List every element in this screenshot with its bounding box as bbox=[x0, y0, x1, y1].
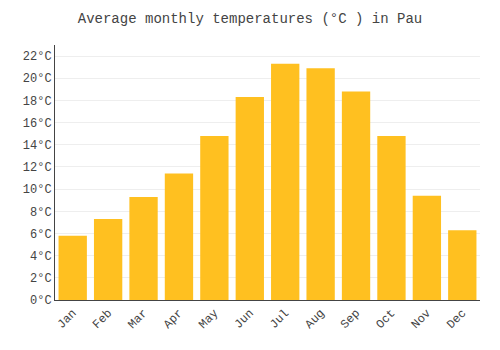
svg-text:Nov: Nov bbox=[409, 307, 434, 332]
svg-text:Average monthly temperatures (: Average monthly temperatures (°C ) in Pa… bbox=[78, 11, 422, 27]
svg-text:12°C: 12°C bbox=[23, 161, 52, 175]
svg-text:Dec: Dec bbox=[444, 307, 469, 332]
svg-text:14°C: 14°C bbox=[23, 139, 52, 153]
svg-text:10°C: 10°C bbox=[23, 183, 52, 197]
svg-text:20°C: 20°C bbox=[23, 72, 52, 86]
svg-text:Jun: Jun bbox=[232, 307, 257, 332]
svg-text:Sep: Sep bbox=[338, 307, 363, 332]
svg-text:Jul: Jul bbox=[267, 307, 292, 332]
svg-text:May: May bbox=[196, 307, 221, 332]
svg-text:4°C: 4°C bbox=[30, 250, 52, 264]
svg-text:0°C: 0°C bbox=[30, 294, 52, 308]
svg-text:8°C: 8°C bbox=[30, 206, 52, 220]
svg-text:Mar: Mar bbox=[125, 307, 150, 332]
svg-text:Apr: Apr bbox=[161, 307, 186, 332]
svg-text:Feb: Feb bbox=[90, 307, 115, 332]
svg-text:Oct: Oct bbox=[373, 307, 398, 332]
svg-text:Jan: Jan bbox=[55, 307, 80, 332]
svg-text:16°C: 16°C bbox=[23, 117, 52, 131]
svg-text:2°C: 2°C bbox=[30, 272, 52, 286]
svg-text:18°C: 18°C bbox=[23, 95, 52, 109]
svg-text:22°C: 22°C bbox=[23, 50, 52, 64]
svg-text:6°C: 6°C bbox=[30, 228, 52, 242]
svg-text:Aug: Aug bbox=[303, 307, 328, 332]
